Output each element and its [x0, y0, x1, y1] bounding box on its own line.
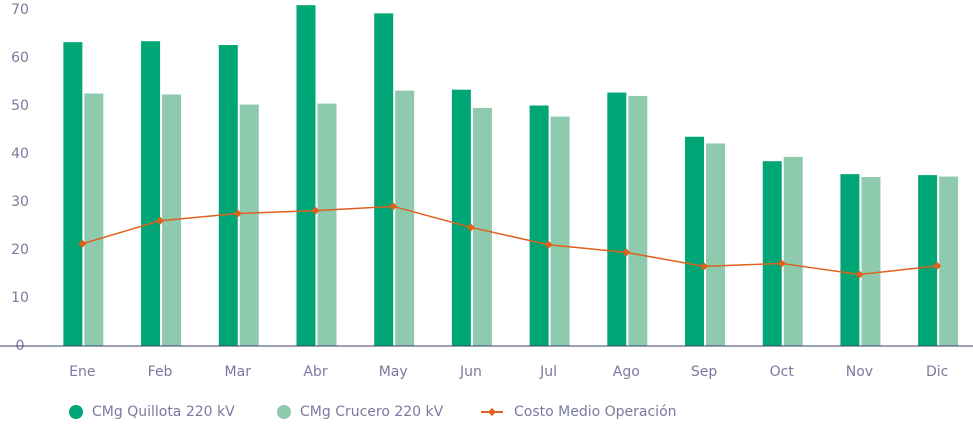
bar [685, 136, 705, 346]
bar [451, 89, 471, 347]
x-tick-label: Sep [691, 364, 718, 380]
y-tick-label: 40 [11, 146, 29, 162]
bar [918, 175, 938, 346]
x-tick-label: Feb [148, 364, 173, 380]
legend-label: Costo Medio Operación [514, 404, 677, 420]
y-tick-label: 10 [11, 290, 29, 306]
legend-label: CMg Quillota 220 kV [92, 404, 235, 420]
bar [840, 174, 860, 346]
point [311, 206, 320, 215]
bar [939, 176, 959, 346]
point [156, 216, 165, 225]
legend-marker [488, 408, 496, 416]
point [544, 240, 553, 249]
bar [550, 116, 570, 346]
point [855, 270, 864, 279]
legend-marker [69, 405, 83, 419]
x-tick-label: Jun [459, 364, 482, 380]
x-tick-label: Ene [69, 364, 95, 380]
y-tick-label: 20 [11, 242, 29, 258]
bar [861, 177, 881, 346]
x-tick-label: Abr [303, 364, 327, 380]
point [78, 239, 87, 248]
y-tick-label: 50 [11, 98, 29, 114]
x-tick-label: Ago [613, 364, 640, 380]
bar [706, 143, 726, 346]
bar [63, 42, 83, 346]
bar [762, 161, 782, 346]
x-tick-label: Oct [770, 364, 795, 380]
legend-label: CMg Crucero 220 kV [300, 404, 444, 420]
bar [374, 13, 394, 347]
point [233, 209, 242, 218]
bar [783, 156, 803, 346]
bar [529, 105, 549, 347]
bar [239, 104, 259, 346]
point [622, 248, 631, 257]
x-tick-label: Mar [225, 364, 252, 380]
bar [395, 90, 415, 346]
point [777, 259, 786, 268]
bar [84, 93, 104, 347]
y-tick-label: 60 [11, 50, 29, 66]
point [466, 223, 475, 232]
x-tick-label: Dic [926, 364, 948, 380]
y-tick-label: 70 [11, 2, 29, 18]
point [389, 202, 398, 211]
legend-marker [277, 405, 291, 419]
x-tick-label: May [379, 364, 408, 380]
bar [472, 107, 492, 346]
point [700, 262, 709, 271]
bar [218, 45, 238, 346]
bar [317, 103, 337, 346]
y-tick-label: 30 [11, 194, 29, 210]
x-tick-label: Jul [539, 364, 557, 380]
point [933, 261, 942, 270]
bar [628, 95, 648, 346]
bar [607, 92, 627, 346]
line [82, 205, 938, 276]
x-tick-label: Nov [846, 364, 873, 380]
bar [296, 5, 316, 346]
bar [141, 41, 161, 346]
